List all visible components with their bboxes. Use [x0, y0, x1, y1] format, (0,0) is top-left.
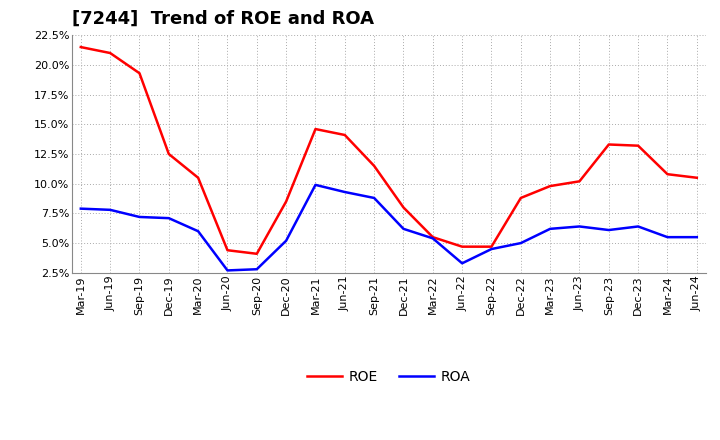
ROA	[223, 268, 232, 273]
ROE	[487, 244, 496, 249]
ROE	[76, 44, 85, 50]
ROA	[428, 236, 437, 241]
ROA	[663, 235, 672, 240]
Legend: ROE, ROA: ROE, ROA	[302, 364, 476, 389]
ROA	[135, 214, 144, 220]
ROA	[311, 182, 320, 187]
ROA	[106, 207, 114, 213]
ROA	[253, 267, 261, 272]
ROA	[282, 238, 290, 243]
ROE	[253, 251, 261, 257]
ROA	[575, 224, 584, 229]
ROA	[605, 227, 613, 233]
ROE	[370, 163, 379, 169]
ROA	[516, 240, 525, 246]
ROE	[223, 248, 232, 253]
ROE	[399, 205, 408, 210]
ROE	[546, 183, 554, 189]
Line: ROE: ROE	[81, 47, 697, 254]
ROA	[341, 189, 349, 194]
Line: ROA: ROA	[81, 185, 697, 271]
ROE	[516, 195, 525, 201]
ROA	[76, 206, 85, 211]
ROE	[693, 175, 701, 180]
ROE	[106, 51, 114, 56]
ROE	[663, 172, 672, 177]
ROE	[194, 175, 202, 180]
ROE	[341, 132, 349, 138]
ROE	[428, 235, 437, 240]
ROA	[546, 226, 554, 231]
ROE	[164, 151, 173, 157]
ROA	[634, 224, 642, 229]
ROE	[311, 126, 320, 132]
ROA	[194, 229, 202, 234]
ROE	[282, 199, 290, 204]
ROE	[458, 244, 467, 249]
ROA	[458, 260, 467, 266]
ROA	[693, 235, 701, 240]
ROE	[575, 179, 584, 184]
ROE	[634, 143, 642, 148]
ROA	[370, 195, 379, 201]
ROE	[135, 70, 144, 76]
ROA	[487, 246, 496, 252]
ROE	[605, 142, 613, 147]
Text: [7244]  Trend of ROE and ROA: [7244] Trend of ROE and ROA	[72, 10, 374, 28]
ROA	[399, 226, 408, 231]
ROA	[164, 216, 173, 221]
